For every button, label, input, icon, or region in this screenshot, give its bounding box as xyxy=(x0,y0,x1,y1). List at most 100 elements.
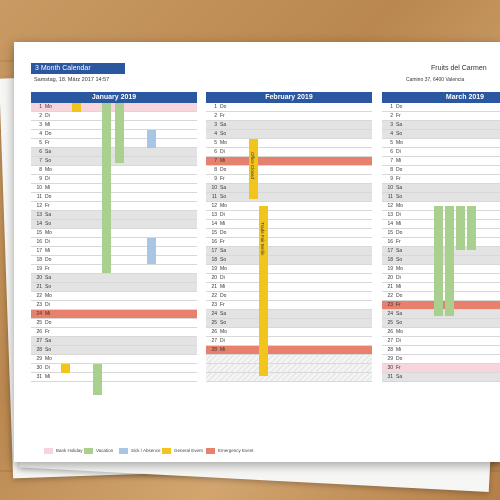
day-row[interactable]: 5 Mo xyxy=(206,139,372,148)
day-row[interactable]: 6 Di xyxy=(206,148,372,157)
day-row[interactable]: 31 Mi xyxy=(31,373,197,382)
day-row[interactable]: 27 Di xyxy=(206,337,372,346)
day-row[interactable]: 1 Do xyxy=(206,103,372,112)
day-row[interactable]: 3 Sa xyxy=(382,121,500,130)
day-number: 14 xyxy=(387,221,393,227)
day-row[interactable]: 9 Fr xyxy=(206,175,372,184)
day-row[interactable]: 25 So xyxy=(206,319,372,328)
day-row[interactable]: 26 Mo xyxy=(382,328,500,337)
trade-fair-bar xyxy=(259,206,268,376)
weekday: Sa xyxy=(45,149,52,155)
day-row[interactable]: 19 Mo xyxy=(206,265,372,274)
day-row[interactable]: 22 Mo xyxy=(31,292,197,301)
weekday: Fr xyxy=(396,365,401,371)
day-row[interactable]: 9 Di xyxy=(31,175,197,184)
day-row[interactable]: 6 Sa xyxy=(31,148,197,157)
day-number: 31 xyxy=(387,374,393,380)
day-row[interactable]: 17 Sa xyxy=(206,247,372,256)
day-row[interactable]: 24 Mi xyxy=(31,310,197,319)
day-row[interactable]: 8 Do xyxy=(382,166,500,175)
day-row[interactable]: 14 Mi xyxy=(206,220,372,229)
day-row[interactable]: 26 Fr xyxy=(31,328,197,337)
day-row[interactable]: 7 Mi xyxy=(206,157,372,166)
day-row[interactable]: 12 Fr xyxy=(31,202,197,211)
day-row[interactable]: 4 So xyxy=(382,130,500,139)
day-row[interactable]: 16 Di xyxy=(31,238,197,247)
day-row[interactable]: 5 Fr xyxy=(31,139,197,148)
day-row[interactable]: 26 Mo xyxy=(206,328,372,337)
day-row[interactable]: 5 Mo xyxy=(382,139,500,148)
day-row[interactable] xyxy=(206,355,372,364)
legend-swatch xyxy=(206,448,215,454)
day-row[interactable] xyxy=(206,373,372,382)
day-row[interactable]: 8 Mo xyxy=(31,166,197,175)
day-row[interactable]: 12 Mo xyxy=(206,202,372,211)
day-row[interactable]: 30 Fr xyxy=(382,364,500,373)
day-row[interactable]: 1 Do xyxy=(382,103,500,112)
day-row[interactable]: 28 So xyxy=(31,346,197,355)
day-row[interactable]: 6 Di xyxy=(382,148,500,157)
day-row[interactable]: 16 Fr xyxy=(206,238,372,247)
day-row[interactable]: 10 Sa xyxy=(382,184,500,193)
day-number: 13 xyxy=(36,212,42,218)
day-row[interactable]: 28 Mi xyxy=(382,346,500,355)
day-row[interactable]: 23 Di xyxy=(31,301,197,310)
weekday: Di xyxy=(45,302,50,308)
weekday: Do xyxy=(396,293,403,299)
day-row[interactable]: 13 Sa xyxy=(31,211,197,220)
day-row[interactable]: 9 Fr xyxy=(382,175,500,184)
day-row[interactable]: 3 Sa xyxy=(206,121,372,130)
day-row[interactable]: 21 So xyxy=(31,283,197,292)
day-row[interactable]: 10 Sa xyxy=(206,184,372,193)
day-row[interactable]: 28 Mi xyxy=(206,346,372,355)
day-row[interactable]: 7 Mi xyxy=(382,157,500,166)
day-number: 10 xyxy=(211,185,217,191)
day-row[interactable]: 2 Fr xyxy=(382,112,500,121)
weekday: Sa xyxy=(396,374,403,380)
day-row[interactable]: 19 Fr xyxy=(31,265,197,274)
day-row[interactable] xyxy=(206,364,372,373)
day-number: 15 xyxy=(387,230,393,236)
day-row[interactable]: 31 Sa xyxy=(382,373,500,382)
day-row[interactable]: 4 So xyxy=(206,130,372,139)
day-row[interactable]: 20 Di xyxy=(206,274,372,283)
day-row[interactable]: 27 Di xyxy=(382,337,500,346)
day-row[interactable]: 25 So xyxy=(382,319,500,328)
day-row[interactable]: 23 Fr xyxy=(206,301,372,310)
day-row[interactable]: 2 Fr xyxy=(206,112,372,121)
day-row[interactable]: 4 Do xyxy=(31,130,197,139)
weekday: Mi xyxy=(45,185,51,191)
day-row[interactable]: 2 Di xyxy=(31,112,197,121)
day-row[interactable]: 18 So xyxy=(206,256,372,265)
day-row[interactable]: 30 Di xyxy=(31,364,197,373)
day-row[interactable]: 11 So xyxy=(382,193,500,202)
day-row[interactable]: 20 Sa xyxy=(31,274,197,283)
day-row[interactable]: 27 Sa xyxy=(31,337,197,346)
office-closed-bar xyxy=(249,139,258,199)
day-row[interactable]: 21 Mi xyxy=(206,283,372,292)
day-row[interactable]: 8 Do xyxy=(206,166,372,175)
day-row[interactable]: 11 So xyxy=(206,193,372,202)
month-header: March 2019 xyxy=(382,92,500,103)
day-row[interactable]: 17 Mi xyxy=(31,247,197,256)
weekday: Mi xyxy=(45,374,51,380)
day-row[interactable]: 7 So xyxy=(31,157,197,166)
day-row[interactable]: 11 Do xyxy=(31,193,197,202)
day-row[interactable]: 24 Sa xyxy=(206,310,372,319)
day-number: 25 xyxy=(211,320,217,326)
day-row[interactable]: 14 So xyxy=(31,220,197,229)
weekday: Do xyxy=(45,194,52,200)
day-row[interactable]: 29 Do xyxy=(382,355,500,364)
day-row[interactable]: 1 Mo xyxy=(31,103,197,112)
day-row[interactable]: 22 Do xyxy=(206,292,372,301)
day-row[interactable]: 15 Mo xyxy=(31,229,197,238)
sick-bar xyxy=(147,238,156,264)
day-row[interactable]: 15 Do xyxy=(206,229,372,238)
day-row[interactable]: 10 Mi xyxy=(31,184,197,193)
day-row[interactable]: 25 Do xyxy=(31,319,197,328)
day-row[interactable]: 29 Mo xyxy=(31,355,197,364)
day-row[interactable]: 13 Di xyxy=(206,211,372,220)
legend-label: Sick / Absence xyxy=(131,448,161,454)
day-row[interactable]: 3 Mi xyxy=(31,121,197,130)
day-row[interactable]: 18 Do xyxy=(31,256,197,265)
